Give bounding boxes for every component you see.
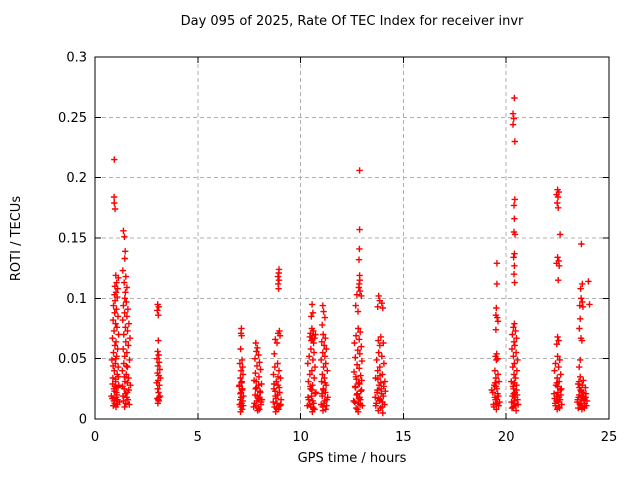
x-tick-label: 25: [601, 430, 618, 445]
y-tick-label: 0.05: [58, 352, 87, 367]
chart-title: Day 095 of 2025, Rate Of TEC Index for r…: [180, 14, 524, 29]
y-tick-label: 0.1: [66, 292, 87, 307]
x-tick-label: 10: [292, 430, 309, 445]
y-tick-label: 0.3: [66, 51, 87, 66]
y-tick-label: 0.15: [58, 232, 87, 247]
y-tick-label: 0.2: [66, 171, 87, 186]
x-axis-label: GPS time / hours: [297, 451, 407, 466]
x-tick-label: 0: [91, 430, 99, 445]
x-tick-label: 20: [498, 430, 515, 445]
x-tick-label: 15: [395, 430, 412, 445]
y-tick-label: 0: [79, 413, 87, 428]
x-tick-label: 5: [194, 430, 202, 445]
y-tick-label: 0.25: [58, 111, 87, 126]
data-points: [108, 94, 593, 417]
